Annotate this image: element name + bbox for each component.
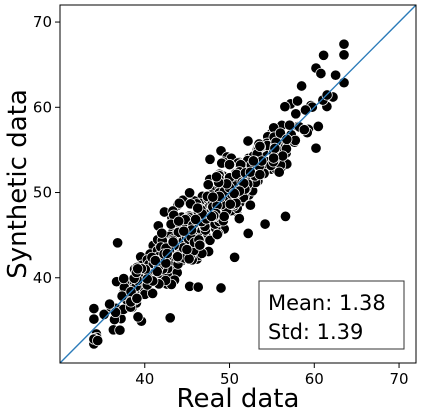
data-point xyxy=(88,303,100,315)
data-point xyxy=(132,311,144,323)
data-point xyxy=(338,49,350,61)
data-point xyxy=(296,80,308,92)
data-point xyxy=(204,153,216,165)
data-point xyxy=(310,142,322,154)
data-point xyxy=(161,247,173,260)
data-point xyxy=(224,198,236,210)
data-point xyxy=(218,210,230,223)
data-point xyxy=(147,287,159,299)
data-point xyxy=(88,313,100,325)
data-point xyxy=(242,135,254,147)
data-point xyxy=(118,273,130,285)
data-point xyxy=(284,119,296,131)
data-point xyxy=(330,69,342,81)
stats-box: Mean: 1.38 Std: 1.39 xyxy=(258,280,405,350)
data-point xyxy=(173,197,185,209)
plot-frame xyxy=(59,4,417,364)
data-point xyxy=(233,213,245,225)
data-point xyxy=(244,199,256,211)
data-point xyxy=(290,108,302,120)
data-point xyxy=(173,215,185,227)
data-point xyxy=(318,49,330,61)
data-point xyxy=(202,179,214,191)
x-tick-label: 50 xyxy=(220,370,239,388)
x-tick-label: 40 xyxy=(135,370,154,388)
data-point xyxy=(164,312,176,324)
data-point xyxy=(194,239,206,251)
x-tick-label: 60 xyxy=(305,370,324,388)
data-point xyxy=(211,228,223,241)
data-point xyxy=(315,67,327,80)
data-point xyxy=(279,210,292,222)
data-point xyxy=(132,263,144,275)
data-point xyxy=(190,213,202,225)
data-point xyxy=(254,169,266,181)
y-tick-label: 50 xyxy=(33,184,52,202)
data-point xyxy=(207,191,219,203)
data-point xyxy=(338,38,350,50)
data-point xyxy=(167,236,179,248)
data-point xyxy=(215,282,227,294)
data-point xyxy=(104,298,116,310)
data-point xyxy=(277,150,289,162)
data-point xyxy=(172,251,184,263)
stats-std: Std: 1.39 xyxy=(268,320,363,344)
data-point xyxy=(273,166,285,178)
stats-mean: Mean: 1.38 xyxy=(268,291,386,315)
y-tick-label: 40 xyxy=(33,269,52,287)
data-point xyxy=(183,253,195,265)
stats-box-frame xyxy=(258,280,405,350)
data-point xyxy=(204,234,216,246)
data-point xyxy=(269,142,281,154)
data-point xyxy=(181,244,193,256)
data-point xyxy=(279,101,291,113)
data-point xyxy=(141,273,153,285)
data-point xyxy=(247,155,259,167)
data-point xyxy=(178,225,190,237)
data-point xyxy=(192,281,204,293)
y-axis-label: Synthetic data xyxy=(3,89,33,279)
data-point xyxy=(192,202,204,214)
data-point xyxy=(259,218,271,230)
data-point xyxy=(242,227,254,239)
identity-line xyxy=(60,5,416,363)
data-point xyxy=(291,95,304,107)
data-point xyxy=(338,77,350,89)
data-point xyxy=(312,120,324,132)
y-tick-label: 60 xyxy=(33,98,52,116)
data-point xyxy=(299,104,312,116)
data-point xyxy=(223,159,236,171)
data-point xyxy=(228,187,240,199)
x-axis-label: Real data xyxy=(177,384,300,414)
data-point xyxy=(149,255,161,267)
data-point xyxy=(92,335,104,347)
data-points xyxy=(88,38,350,350)
data-point xyxy=(298,124,310,136)
data-point xyxy=(205,210,218,223)
data-point xyxy=(151,265,163,277)
data-point xyxy=(254,140,266,152)
data-point xyxy=(229,251,241,263)
data-point xyxy=(114,324,126,336)
y-axis-ticks: 40 50 60 70 xyxy=(33,13,60,287)
x-axis-ticks: 40 50 60 70 xyxy=(135,363,409,388)
y-tick-label: 70 xyxy=(33,13,52,31)
data-point xyxy=(110,306,122,318)
data-point xyxy=(112,237,124,249)
data-point xyxy=(131,292,143,304)
data-point xyxy=(210,171,223,183)
x-tick-label: 70 xyxy=(390,370,409,388)
data-point xyxy=(184,187,196,199)
data-point xyxy=(268,152,280,164)
data-point xyxy=(156,227,168,239)
